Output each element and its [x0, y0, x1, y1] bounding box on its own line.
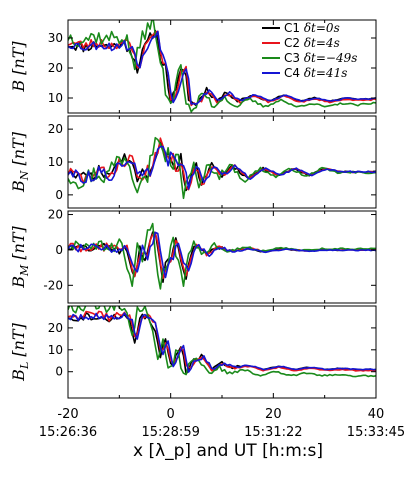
series-line-BL-C4 — [68, 312, 376, 373]
y-axis-label-B: B [nT] — [9, 41, 28, 93]
y-tick-label: 30 — [48, 31, 63, 45]
series-line-B-C4 — [68, 30, 376, 105]
series-lines-BM — [68, 222, 376, 290]
legend-label-C4: C4 δt=41s — [284, 66, 347, 80]
y-tick-label: 20 — [48, 61, 63, 75]
series-line-BM-C1 — [68, 231, 376, 284]
legend-label-C1: C1 δt=0s — [284, 21, 340, 35]
x-tick-label: -20 — [57, 407, 78, 422]
panels: 10 20 30 B [nT] 0 10 20 BN [nT] -20 0 20 BM [nT] 0 10… — [9, 19, 377, 399]
panel-frame — [67, 115, 377, 209]
y-tick-label: -20 — [43, 278, 63, 292]
y-axis-label-BN: BN [nT] — [9, 131, 31, 193]
series-lines-B — [68, 20, 376, 113]
series-lines-BN — [68, 136, 376, 200]
y-tick-label: 10 — [48, 343, 63, 357]
y-tick-label: 10 — [48, 155, 63, 169]
legend-label-C2: C2 δt=4s — [284, 36, 340, 50]
y-tick-label: 20 — [48, 208, 63, 222]
panel-frame — [67, 305, 377, 399]
series-line-BN-C4 — [68, 145, 376, 190]
y-axis-label-BL: BL [nT] — [9, 322, 31, 381]
x-axis: -20 15:26:36 0 15:28:59 20 15:31:22 40 15:33:45 — [39, 407, 405, 440]
series-line-B-C3 — [68, 20, 376, 113]
series-line-BN-C3 — [68, 136, 376, 200]
x-time-label: 15:28:59 — [141, 425, 199, 440]
y-tick-label: 10 — [48, 91, 63, 105]
series-line-BM-C2 — [68, 231, 376, 280]
panel-BM: -20 0 20 BM [nT] — [9, 208, 377, 304]
panel-BL: 0 10 20 BL [nT] — [9, 305, 377, 399]
y-axis-label-BM: BM [nT] — [9, 225, 31, 288]
y-tick-label: 0 — [55, 188, 63, 202]
x-time-label: 15:31:22 — [244, 425, 302, 440]
y-tick-label: 0 — [55, 243, 63, 257]
x-time-label: 15:33:45 — [347, 425, 405, 440]
series-line-BM-C3 — [68, 222, 376, 290]
x-tick-label: 20 — [265, 407, 282, 422]
x-axis-label: x [λ_p] and UT [h:m:s] — [133, 441, 323, 461]
series-lines-BL — [68, 306, 376, 378]
x-tick-label: 40 — [368, 407, 385, 422]
y-tick-label: 0 — [55, 365, 63, 379]
y-tick-label: 20 — [48, 122, 63, 136]
y-tick-label: 20 — [48, 321, 63, 335]
x-time-label: 15:26:36 — [39, 425, 97, 440]
series-line-BM-C4 — [68, 231, 376, 279]
panel-B: 10 20 30 B [nT] — [9, 19, 377, 114]
panel-BN: 0 10 20 BN [nT] — [9, 115, 377, 209]
panel-frame — [67, 210, 377, 304]
legend-label-C3: C3 δt=−49s — [284, 51, 357, 65]
x-tick-label: 0 — [167, 407, 175, 422]
